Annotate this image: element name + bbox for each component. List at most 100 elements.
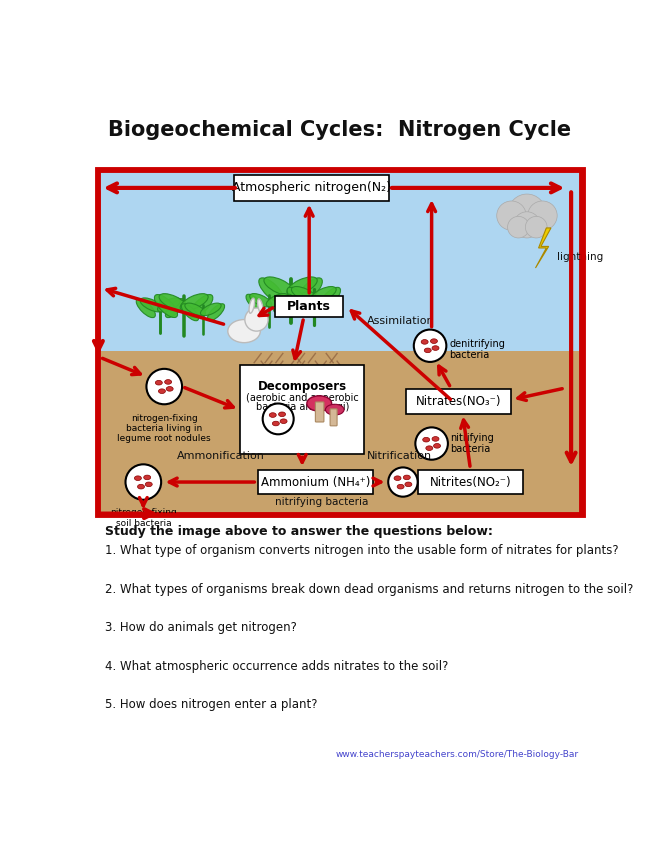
Ellipse shape [274,294,292,312]
Text: Ammonification: Ammonification [177,451,265,461]
Text: Study the image above to answer the questions below:: Study the image above to answer the ques… [105,525,493,538]
Ellipse shape [228,320,261,342]
Ellipse shape [278,412,286,416]
Ellipse shape [269,413,276,417]
Circle shape [508,217,529,238]
FancyBboxPatch shape [234,175,389,201]
Circle shape [125,464,161,500]
FancyBboxPatch shape [240,365,364,454]
Ellipse shape [397,484,404,489]
Ellipse shape [137,484,145,489]
Text: Ammonium (NH₄⁺): Ammonium (NH₄⁺) [261,476,370,488]
Text: Decomposers: Decomposers [258,380,347,393]
Circle shape [147,369,182,404]
Ellipse shape [155,380,162,385]
Text: www.teacherspayteachers.com/Store/The-Biology-Bar: www.teacherspayteachers.com/Store/The-Bi… [335,750,579,759]
Text: nitrogen-fixing
soil bacteria: nitrogen-fixing soil bacteria [110,508,177,528]
FancyBboxPatch shape [330,408,337,426]
Ellipse shape [185,303,206,316]
Text: lightning: lightning [557,252,603,262]
Ellipse shape [280,419,287,423]
Ellipse shape [264,277,294,295]
Ellipse shape [246,294,264,312]
FancyBboxPatch shape [275,296,343,316]
Ellipse shape [423,438,430,442]
Circle shape [245,308,268,331]
Text: bacteria and fungi): bacteria and fungi) [255,402,349,412]
Ellipse shape [287,287,308,309]
Ellipse shape [135,476,141,481]
Ellipse shape [158,389,165,394]
Ellipse shape [320,287,341,309]
FancyBboxPatch shape [258,470,373,494]
Ellipse shape [421,340,428,344]
Ellipse shape [249,298,255,313]
Ellipse shape [430,339,438,343]
FancyBboxPatch shape [418,470,522,494]
Ellipse shape [159,293,187,310]
Ellipse shape [272,421,279,426]
Ellipse shape [250,293,272,307]
Text: Atmospheric nitrogen(N₂): Atmospheric nitrogen(N₂) [232,181,391,194]
Circle shape [528,201,557,230]
Circle shape [525,217,547,238]
Text: 1. What type of organism converts nitrogen into the usable form of nitrates for : 1. What type of organism converts nitrog… [105,544,618,557]
Text: Biogeochemical Cycles:  Nitrogen Cycle: Biogeochemical Cycles: Nitrogen Cycle [108,120,571,140]
Circle shape [263,403,294,434]
Text: Plants: Plants [287,300,331,313]
Circle shape [509,194,546,231]
Ellipse shape [432,437,439,441]
Ellipse shape [140,298,163,312]
FancyBboxPatch shape [316,402,324,422]
Circle shape [414,329,446,362]
Text: Nitrification: Nitrification [367,451,432,461]
Ellipse shape [144,475,151,480]
Polygon shape [536,228,551,268]
Ellipse shape [326,404,344,415]
Ellipse shape [432,346,439,350]
Circle shape [389,468,418,497]
Ellipse shape [166,386,173,391]
Ellipse shape [403,475,410,480]
Ellipse shape [158,298,180,312]
Text: denitrifying
bacteria: denitrifying bacteria [450,339,505,360]
Ellipse shape [424,348,431,353]
Ellipse shape [208,304,225,321]
Circle shape [514,212,540,238]
Ellipse shape [266,293,288,307]
Text: Assimilation: Assimilation [367,316,434,326]
Circle shape [415,427,448,460]
Bar [97,169,583,351]
FancyBboxPatch shape [406,389,511,414]
Ellipse shape [297,278,322,303]
Ellipse shape [180,293,208,310]
Ellipse shape [164,379,172,384]
Ellipse shape [200,303,221,316]
Ellipse shape [182,304,198,321]
Ellipse shape [426,445,433,451]
Text: Nitrates(NO₃⁻): Nitrates(NO₃⁻) [416,395,501,408]
Text: nitrifying
bacteria: nitrifying bacteria [450,433,494,454]
Ellipse shape [307,396,332,411]
Text: 2. What types of organisms break down dead organisms and returns nitrogen to the: 2. What types of organisms break down de… [105,583,633,596]
Ellipse shape [257,299,263,314]
Text: 4. What atmospheric occurrence adds nitrates to the soil?: 4. What atmospheric occurrence adds nitr… [105,660,448,673]
Text: Nitrites(NO₂⁻): Nitrites(NO₂⁻) [430,476,511,488]
Ellipse shape [434,444,440,448]
Ellipse shape [190,294,213,317]
Bar [97,169,583,515]
Ellipse shape [136,298,155,317]
Ellipse shape [145,482,152,487]
Ellipse shape [287,277,317,295]
Text: (aerobic and anaerobic: (aerobic and anaerobic [246,392,359,402]
Text: 5. How does nitrogen enter a plant?: 5. How does nitrogen enter a plant? [105,698,317,711]
Ellipse shape [165,298,184,317]
Circle shape [497,201,526,230]
Ellipse shape [405,482,412,487]
Ellipse shape [311,286,336,302]
Ellipse shape [259,278,284,303]
Bar [97,351,583,515]
Ellipse shape [292,286,317,302]
Ellipse shape [394,476,401,481]
Text: nitrogen-fixing
bacteria living in
legume root nodules: nitrogen-fixing bacteria living in legum… [117,414,211,443]
